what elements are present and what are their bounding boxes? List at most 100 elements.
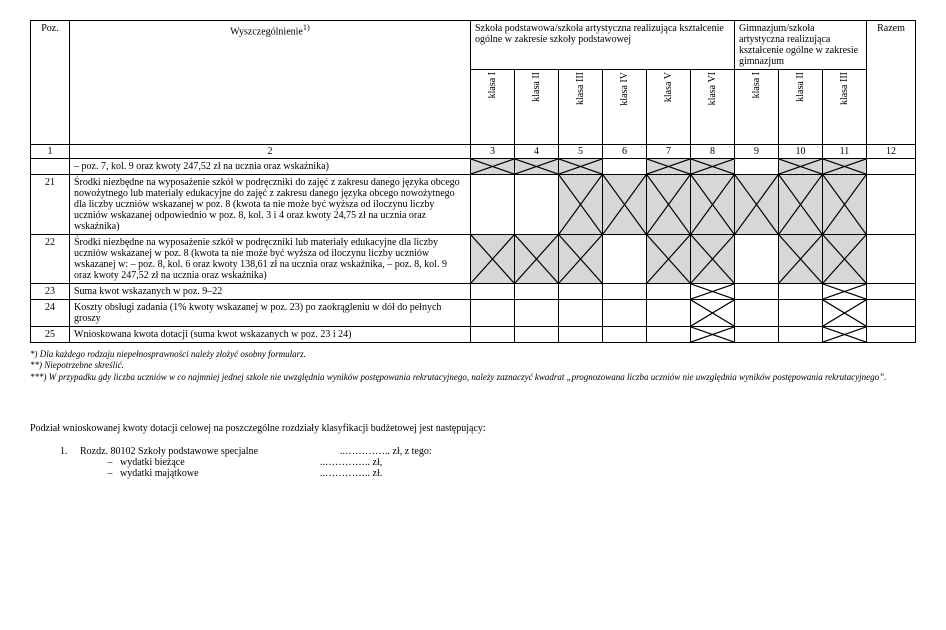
data-cell <box>823 235 867 284</box>
row-desc: Koszty obsługi zadania (1% kwoty wskazan… <box>70 300 471 327</box>
data-cell <box>471 300 515 327</box>
numcell: 4 <box>515 145 559 159</box>
klasa-1-2: klasa II <box>515 70 559 145</box>
bottom-section: Podział wnioskowanej kwoty dotacji celow… <box>30 423 916 479</box>
data-cell <box>867 235 916 284</box>
klasa-2-2: klasa II <box>779 70 823 145</box>
data-cell <box>867 175 916 235</box>
main-table: Poz. Wyszczególnienie1) Szkoła podstawow… <box>30 20 916 343</box>
data-cell <box>559 235 603 284</box>
klasa-1-1: klasa I <box>471 70 515 145</box>
data-cell <box>515 159 559 175</box>
col-wysz: Wyszczególnienie1) <box>70 21 471 145</box>
data-cell <box>735 235 779 284</box>
data-cell <box>823 300 867 327</box>
data-cell <box>647 235 691 284</box>
klasa-1-5: klasa V <box>647 70 691 145</box>
bottom-intro: Podział wnioskowanej kwoty dotacji celow… <box>30 423 916 434</box>
data-cell <box>779 235 823 284</box>
bottom-item-amount: ..………….. zł, z tego: <box>340 446 460 457</box>
data-cell <box>515 327 559 343</box>
data-cell <box>603 327 647 343</box>
bottom-sub-1: – wydatki bieżące ..………….. zł, <box>100 457 916 468</box>
numcell: 8 <box>691 145 735 159</box>
table-row: 22Środki niezbędne na wyposażenie szkół … <box>31 235 916 284</box>
data-cell <box>559 159 603 175</box>
data-cell <box>471 175 515 235</box>
data-cell <box>691 159 735 175</box>
wysz-text: Wyszczególnienie <box>230 26 303 37</box>
data-cell <box>471 327 515 343</box>
data-cell <box>559 175 603 235</box>
table-row: 24Koszty obsługi zadania (1% kwoty wskaz… <box>31 300 916 327</box>
bottom-sub1-label: wydatki bieżące <box>120 457 320 468</box>
row-desc: Środki niezbędne na wyposażenie szkół w … <box>70 175 471 235</box>
data-cell <box>867 300 916 327</box>
data-cell <box>515 235 559 284</box>
data-cell <box>647 175 691 235</box>
data-cell <box>559 284 603 300</box>
data-cell <box>647 327 691 343</box>
data-cell <box>515 284 559 300</box>
data-cell <box>603 235 647 284</box>
data-cell <box>735 175 779 235</box>
table-row: – poz. 7, kol. 9 oraz kwoty 247,52 zł na… <box>31 159 916 175</box>
data-cell <box>515 300 559 327</box>
data-cell <box>691 235 735 284</box>
data-cell <box>779 175 823 235</box>
numcell: 10 <box>779 145 823 159</box>
group1-header: Szkoła podstawowa/szkoła artystyczna rea… <box>471 21 735 70</box>
data-cell <box>779 159 823 175</box>
row-poz: 25 <box>31 327 70 343</box>
data-cell <box>647 159 691 175</box>
footnote-1: *) Dla każdego rodzaju niepełnosprawnośc… <box>30 349 916 360</box>
data-cell <box>647 284 691 300</box>
col-razem: Razem <box>867 21 916 145</box>
numcell: 1 <box>31 145 70 159</box>
klasa-1-4: klasa IV <box>603 70 647 145</box>
data-cell <box>779 284 823 300</box>
data-cell <box>691 284 735 300</box>
data-cell <box>735 327 779 343</box>
footnotes: *) Dla każdego rodzaju niepełnosprawnośc… <box>30 349 916 383</box>
data-cell <box>603 159 647 175</box>
data-cell <box>735 284 779 300</box>
bottom-item-1: 1. Rozdz. 80102 Szkoły podstawowe specja… <box>60 446 916 457</box>
bottom-sub2-amount: ..………….. zł. <box>320 468 382 479</box>
data-cell <box>779 327 823 343</box>
col-poz: Poz. <box>31 21 70 145</box>
footnote-3: ***) W przypadku gdy liczba uczniów w co… <box>30 372 916 383</box>
row-desc: – poz. 7, kol. 9 oraz kwoty 247,52 zł na… <box>70 159 471 175</box>
data-cell <box>823 175 867 235</box>
numcell: 7 <box>647 145 691 159</box>
table-row: 21Środki niezbędne na wyposażenie szkół … <box>31 175 916 235</box>
data-cell <box>691 300 735 327</box>
numcell: 6 <box>603 145 647 159</box>
data-cell <box>603 300 647 327</box>
wysz-sup: 1) <box>303 23 310 32</box>
data-cell <box>779 300 823 327</box>
number-row: 1 2 3 4 5 6 7 8 9 10 11 12 <box>31 145 916 159</box>
data-cell <box>647 300 691 327</box>
data-cell <box>823 159 867 175</box>
data-cell <box>823 327 867 343</box>
dash-icon: – <box>100 457 120 468</box>
group2-header: Gimnazjum/szkoła artystyczna realizująca… <box>735 21 867 70</box>
numcell: 9 <box>735 145 779 159</box>
data-cell <box>735 159 779 175</box>
data-cell <box>867 284 916 300</box>
numcell: 2 <box>70 145 471 159</box>
data-cell <box>867 327 916 343</box>
data-cell <box>559 300 603 327</box>
numcell: 5 <box>559 145 603 159</box>
row-poz: 23 <box>31 284 70 300</box>
row-desc: Suma kwot wskazanych w poz. 9–22 <box>70 284 471 300</box>
data-cell <box>471 159 515 175</box>
data-cell <box>471 284 515 300</box>
row-poz: 22 <box>31 235 70 284</box>
bottom-sub-2: – wydatki majątkowe ..………….. zł. <box>100 468 916 479</box>
klasa-1-3: klasa III <box>559 70 603 145</box>
numcell: 12 <box>867 145 916 159</box>
data-cell <box>471 235 515 284</box>
table-row: 23Suma kwot wskazanych w poz. 9–22 <box>31 284 916 300</box>
